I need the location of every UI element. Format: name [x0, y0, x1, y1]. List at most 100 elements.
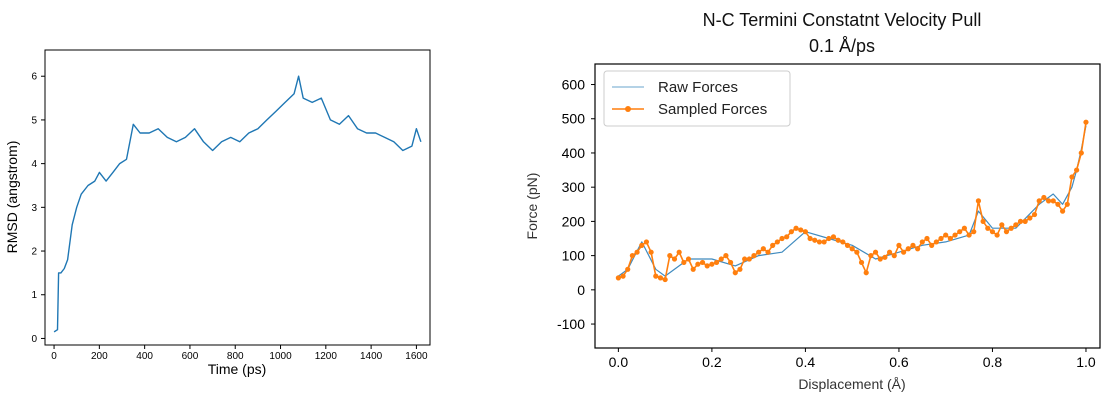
right-series-1-point: [1013, 222, 1019, 228]
right-series-1-point: [882, 254, 888, 260]
right-series-1-point: [1074, 167, 1080, 173]
right-series-1-point: [844, 242, 851, 248]
right-series-1-point: [648, 249, 654, 255]
right-series-1-point: [1017, 218, 1024, 224]
right-series-1-point: [704, 263, 710, 269]
left-x-tick-label: 600: [182, 351, 199, 362]
right-series-1-point: [784, 234, 790, 240]
right-series-1-point: [915, 246, 921, 252]
right-ticks: 0.0 0.2 0.4 0.6 0.8 1.0 -100 0 100 200 300 400 500 60…: [557, 77, 1096, 370]
right-series-1-point: [980, 218, 986, 224]
right-series-1-point: [938, 235, 944, 242]
right-y-tick-label: 500: [562, 111, 586, 127]
right-series-1-point: [1027, 215, 1033, 221]
right-series-1-point: [999, 222, 1005, 228]
right-series-1-point: [943, 232, 949, 238]
right-series-1-point: [994, 232, 1000, 238]
right-series-1-point: [1022, 218, 1028, 224]
right-series-1-point: [905, 246, 911, 252]
left-y-axis-label: RMSD (angstrom): [4, 141, 20, 254]
right-series-1-point: [901, 249, 907, 255]
right-series-1-point: [858, 259, 865, 266]
right-series-1-point: [728, 259, 734, 266]
right-x-tick-label: 0.2: [702, 354, 722, 370]
right-series-1-point: [1003, 229, 1010, 235]
left-x-tick-label: 800: [227, 351, 244, 362]
right-series-1-point: [671, 256, 678, 262]
legend-sampled-forces-label: Sampled Forces: [658, 101, 767, 118]
right-chart-title: N-C Termini Constatnt Velocity Pull: [703, 10, 982, 30]
right-x-tick-label: 1.0: [1076, 354, 1096, 370]
right-series-1-point: [756, 249, 762, 255]
right-series-1-point: [854, 249, 860, 255]
right-series-group: [615, 119, 1089, 283]
right-y-tick-label: 300: [562, 179, 586, 195]
right-series-1-point: [971, 229, 977, 235]
right-series-1-point: [868, 253, 874, 259]
right-series-1-point: [793, 225, 799, 231]
right-series-1-point: [667, 253, 673, 259]
right-series-1-point: [695, 261, 701, 267]
right-series-1-point: [774, 239, 780, 245]
right-series-1-point: [615, 275, 621, 281]
left-x-tick-label: 200: [91, 351, 108, 362]
right-series-1-point: [723, 253, 729, 259]
left-y-tick-label: 0: [31, 334, 37, 345]
right-x-tick-label: 0.0: [609, 354, 629, 370]
left-y-tick-label: 5: [31, 115, 37, 126]
right-series-1-point: [929, 242, 935, 248]
right-series-1-point: [966, 232, 972, 238]
right-series-1-point: [1008, 225, 1014, 231]
legend-raw-forces-label: Raw Forces: [658, 79, 738, 96]
right-series-1-point: [957, 229, 963, 235]
right-series-1-point: [821, 239, 827, 245]
right-series-1-point: [690, 266, 696, 272]
left-x-tick-label: 0: [51, 351, 57, 362]
right-y-tick-label: 400: [562, 145, 586, 161]
right-series-1-point: [985, 225, 991, 231]
right-series-1-point: [732, 270, 738, 276]
right-series-1-point: [826, 235, 832, 242]
left-ticks: 0 200 400 600 800 1000 1200 1400 1600 0 1 2 3 4 5 6: [31, 72, 428, 362]
left-x-tick-label: 400: [136, 351, 153, 362]
right-plot-frame: [594, 63, 1101, 349]
right-series-1-point: [807, 235, 813, 242]
left-y-tick-label: 2: [31, 247, 37, 258]
right-series-1-point: [662, 276, 668, 283]
force-chart: N-C Termini Constatnt Velocity Pull 0.1 …: [524, 10, 1101, 392]
left-y-tick-label: 3: [31, 203, 37, 214]
right-series-1-point: [681, 259, 687, 266]
right-series-1-point: [620, 273, 626, 279]
right-series-1-point: [910, 242, 916, 248]
right-y-tick-label: 200: [562, 213, 586, 229]
right-series-1-point: [629, 253, 636, 259]
right-series-1-point: [802, 229, 809, 235]
right-series-1-point: [896, 242, 902, 248]
right-y-tick-label: 100: [562, 248, 586, 264]
right-series-1-point: [1078, 150, 1084, 156]
right-series-1-point: [933, 239, 939, 245]
right-series-1-point: [751, 253, 757, 259]
right-series-1-point: [1064, 201, 1070, 207]
right-x-tick-label: 0.4: [796, 354, 816, 370]
right-series-0-line: [618, 125, 1087, 277]
right-x-axis-label: Displacement (Å): [798, 376, 905, 392]
left-x-tick-label: 1600: [405, 351, 428, 362]
right-series-1-point: [952, 232, 958, 238]
left-x-tick-label: 1400: [360, 351, 383, 362]
right-series-1-point: [1055, 201, 1061, 207]
right-series-1-point: [863, 270, 869, 276]
right-series-1-point: [685, 256, 692, 262]
right-series-1-point: [639, 242, 645, 248]
right-series-1-point: [877, 256, 883, 262]
right-series-1-point: [816, 239, 823, 245]
left-y-tick-label: 4: [31, 159, 37, 170]
right-series-1-point: [709, 261, 715, 267]
right-series-1-point: [699, 259, 706, 266]
right-series-1-point: [1069, 174, 1075, 180]
right-series-1-point: [798, 227, 804, 233]
right-series-1-point: [830, 234, 837, 240]
right-series-1-point: [718, 256, 724, 262]
right-series-1-point: [653, 273, 659, 279]
right-series-1-point: [840, 239, 846, 245]
